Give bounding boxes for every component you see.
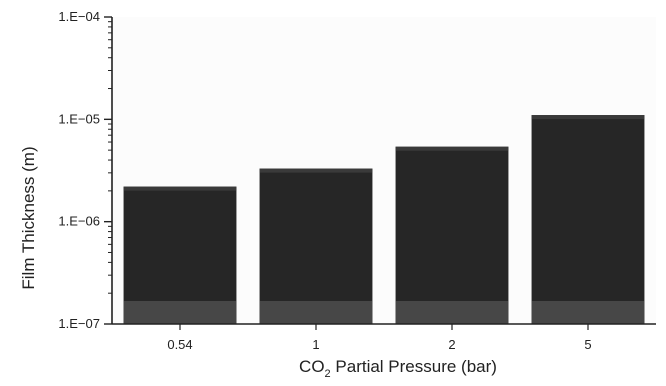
x-axis-title: CO2 Partial Pressure (bar) — [299, 357, 497, 380]
bars — [123, 115, 645, 325]
bar-5 — [531, 115, 645, 325]
bar-base-5 — [531, 301, 645, 324]
y-tick-label: 1.E−07 — [58, 316, 100, 331]
bar-1 — [259, 168, 373, 324]
bar-top-edge-1 — [259, 168, 373, 173]
y-axis-ticks: 1.E−07 1.E−06 1.E−05 1.E−04 — [58, 9, 112, 331]
y-tick-label: 1.E−05 — [58, 111, 100, 126]
x-axis-ticks: 0.54 1 2 5 — [167, 324, 592, 352]
axes — [111, 17, 656, 325]
bar-base-0.54 — [123, 301, 237, 324]
x-tick-label: 2 — [448, 337, 455, 352]
bar-top-edge-2 — [395, 146, 509, 151]
bar-top-edge-5 — [531, 115, 645, 120]
bar-top-edge-0.54 — [123, 186, 237, 191]
x-tick-label: 1 — [312, 337, 319, 352]
x-tick-label: 5 — [584, 337, 591, 352]
y-tick-label: 1.E−06 — [58, 214, 100, 229]
bar-base-2 — [395, 301, 509, 324]
bar-base-1 — [259, 301, 373, 324]
y-axis-title: Film Thickness (m) — [19, 146, 38, 289]
y-tick-label: 1.E−04 — [58, 9, 100, 24]
bar-2 — [395, 146, 509, 324]
x-tick-label: 0.54 — [167, 337, 192, 352]
